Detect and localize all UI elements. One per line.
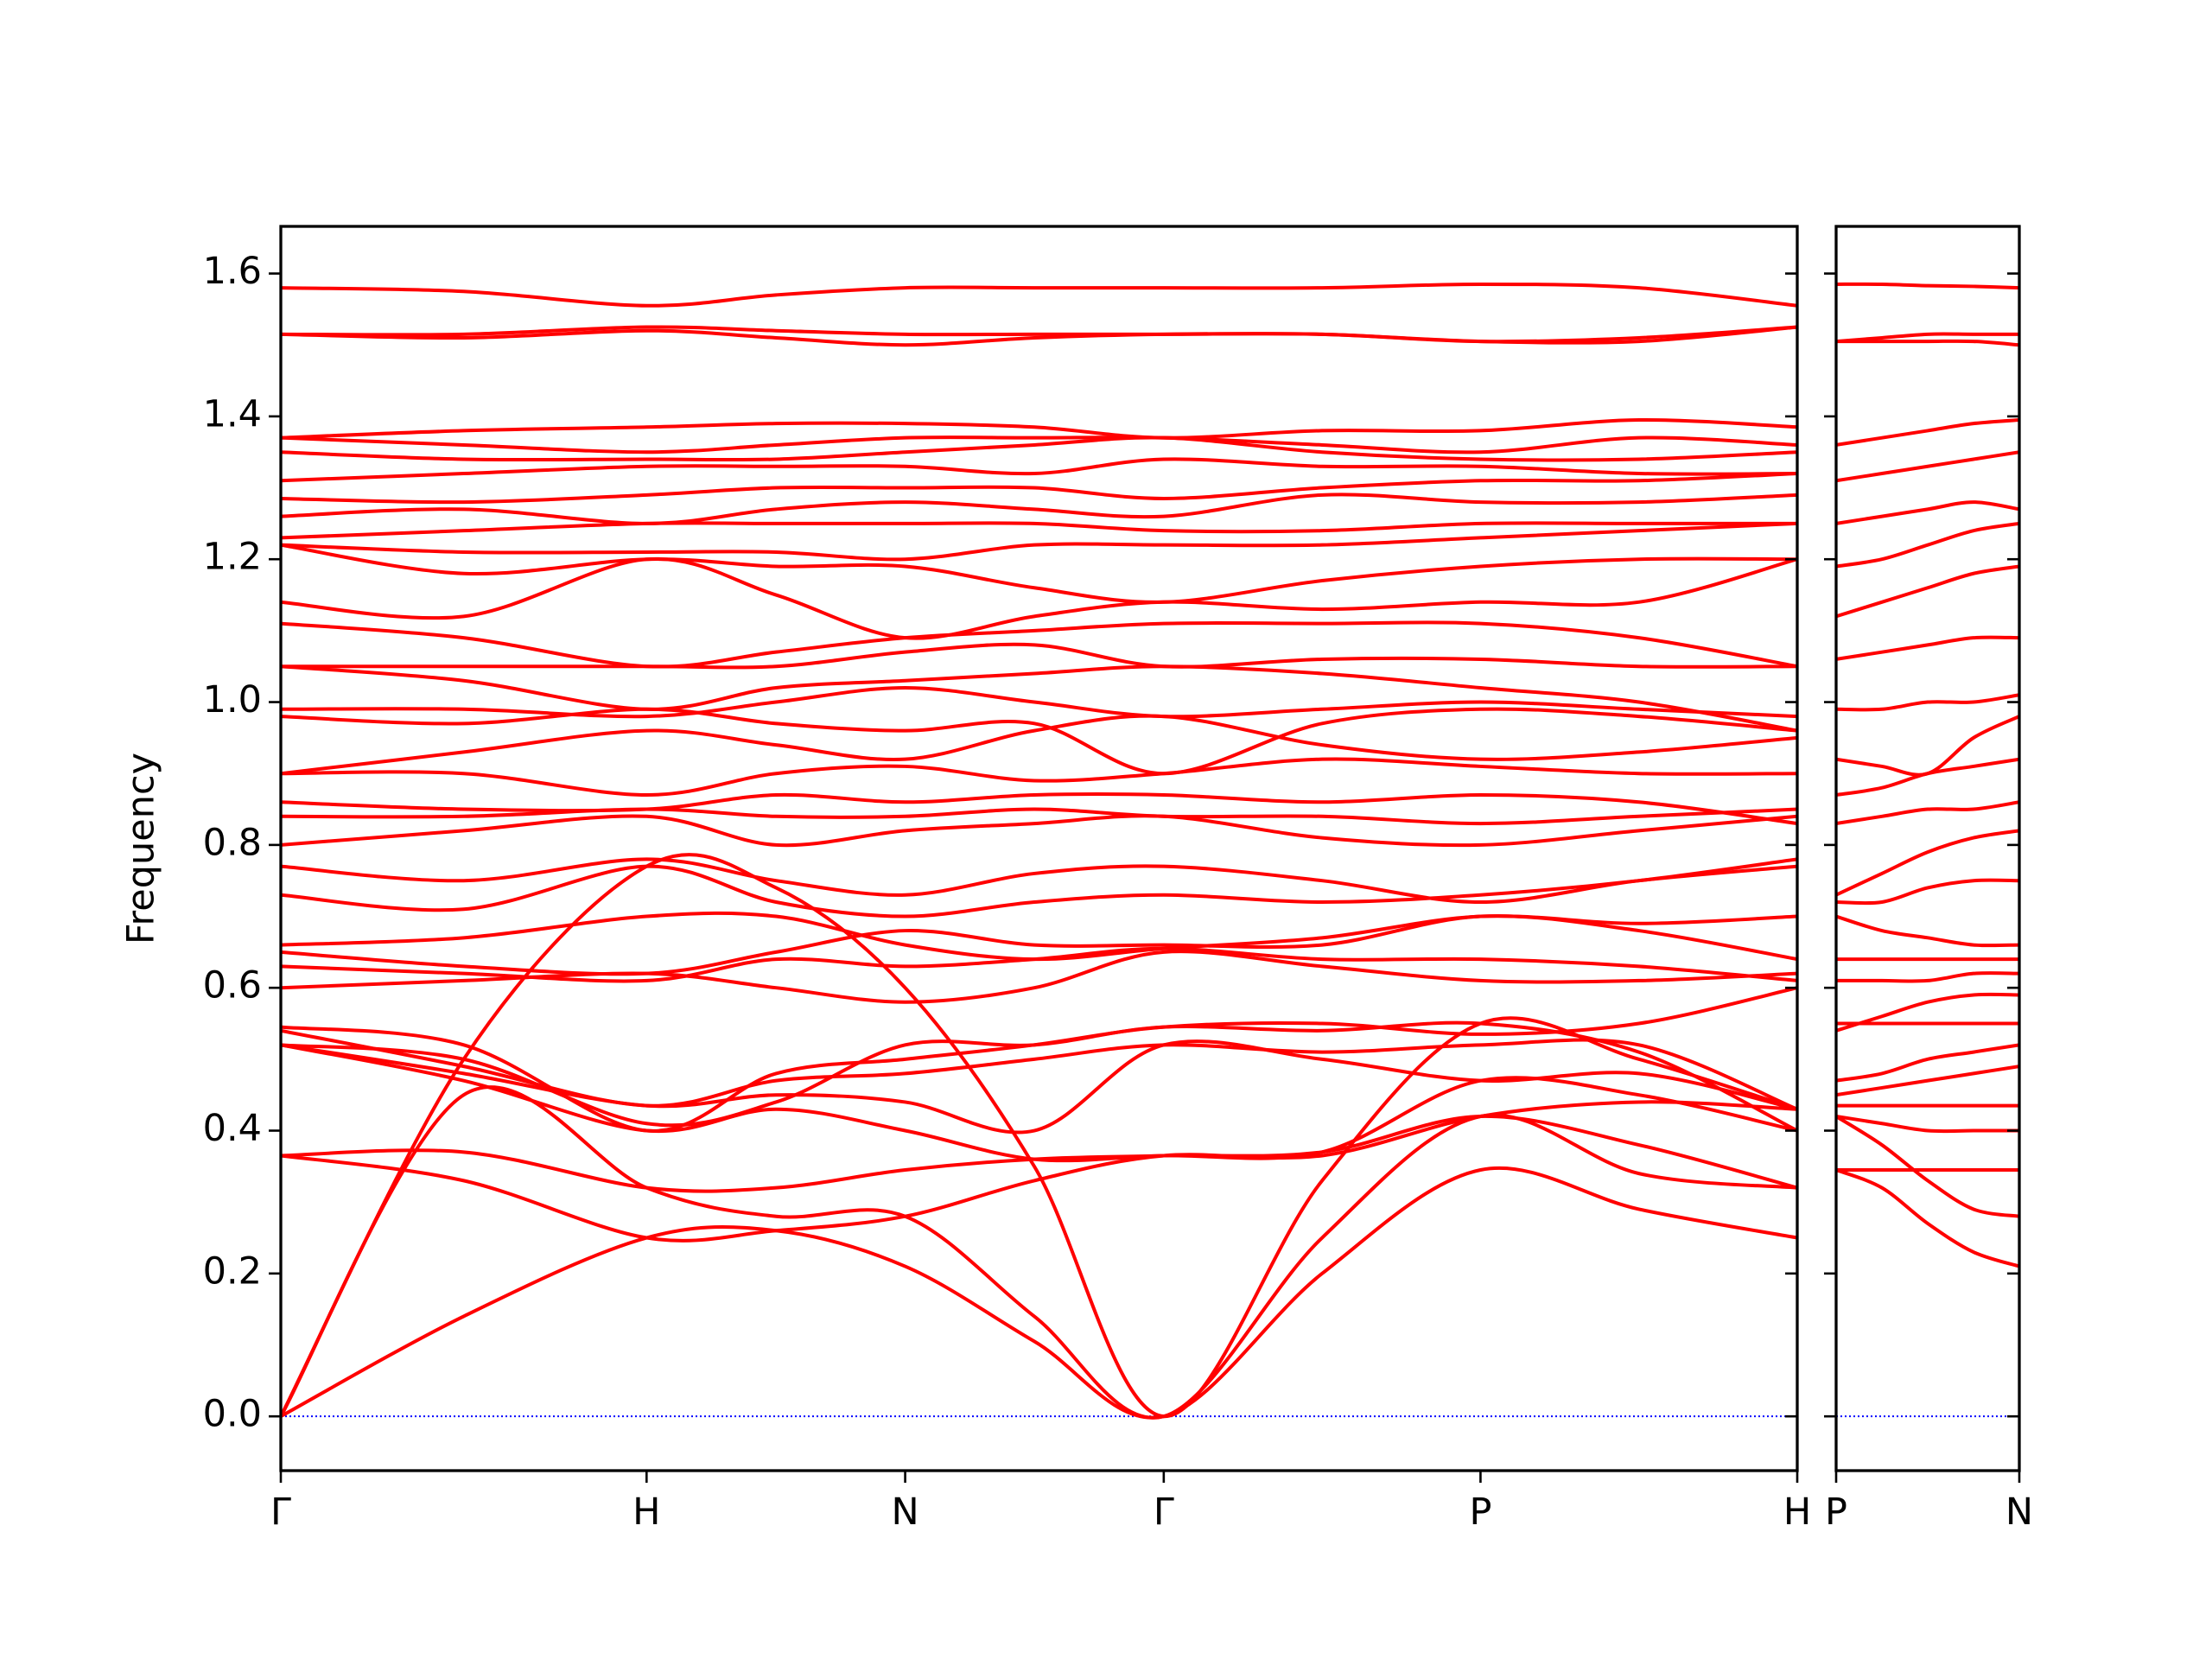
plot-area [1836,282,2019,1418]
band-line [1836,878,2019,906]
band-line [1836,1065,2019,1097]
band-line [1836,829,2019,897]
band-line [281,1100,1797,1243]
band-line [281,435,1797,462]
band-line [281,946,1797,983]
band-line [281,950,1797,1004]
band-line [1836,800,2019,826]
band-line [281,1028,1797,1111]
band-line [1836,450,2019,483]
band-line [281,1039,1797,1135]
band-line [281,556,1797,640]
y-tick-label: 0.8 [203,821,262,864]
band-line [281,853,1797,1419]
plot-area [281,282,1797,1420]
band-line [281,911,1797,962]
band-line [1836,521,2019,569]
x-tick-label: N [891,1491,918,1534]
band-line [281,814,1797,848]
band-line [1836,282,2019,290]
band-line [281,1085,1797,1420]
y-tick-label: 0.6 [203,964,262,1007]
x-tick-label: Γ [270,1491,291,1534]
x-tick-label: H [632,1491,660,1534]
y-tick-label: 1.0 [203,678,262,721]
x-tick-label: P [1469,1491,1491,1534]
band-line [1836,418,2019,447]
x-tick-label: P [1825,1491,1847,1534]
band-line [281,1020,1797,1133]
band-line [1836,992,2019,1033]
band-line [281,757,1797,798]
x-tick-label: N [2005,1491,2033,1534]
band-line [1836,693,2019,712]
band-line [1836,914,2019,948]
band-line [1836,1043,2019,1083]
band-line [281,707,1797,776]
band-line [281,543,1797,604]
band-line [281,642,1797,670]
band-line [281,472,1797,505]
band-line [281,857,1797,918]
band-line [281,714,1797,776]
band-line [1836,564,2019,619]
band-line [281,620,1797,669]
y-tick-label: 1.2 [203,536,262,579]
band-line [1836,1168,2019,1268]
axes-frame [279,225,1799,1472]
y-tick-label: 1.6 [203,250,262,293]
band-line [1836,1115,2019,1218]
band-line [281,1166,1797,1420]
band-line [281,857,1797,904]
band-line [281,282,1797,308]
band-line [281,521,1797,540]
band-line [281,457,1797,483]
band-line [281,521,1797,562]
band-line [1836,715,2019,777]
band-line [1836,635,2019,661]
axes-frame [1834,225,2021,1472]
band-line [281,435,1797,454]
x-tick-label: H [1783,1491,1811,1534]
y-tick-label: 0.2 [203,1249,262,1293]
band-line [1836,500,2019,525]
y-tick-label: 1.4 [203,392,262,435]
x-tick-label: Γ [1154,1491,1174,1534]
band-line [281,417,1797,440]
band-line [281,664,1797,733]
band-line [281,791,1797,826]
y-axis-label: Frequency [120,753,163,944]
band-line [281,686,1797,719]
band-line [281,325,1797,347]
band-line [1836,1115,2019,1134]
y-tick-label: 0.4 [203,1107,262,1150]
band-line [1836,332,2019,344]
band-line [281,493,1797,525]
band-line [281,914,1797,976]
band-line [1836,339,2019,347]
band-line [1836,971,2019,983]
y-tick-label: 0.0 [203,1393,262,1436]
